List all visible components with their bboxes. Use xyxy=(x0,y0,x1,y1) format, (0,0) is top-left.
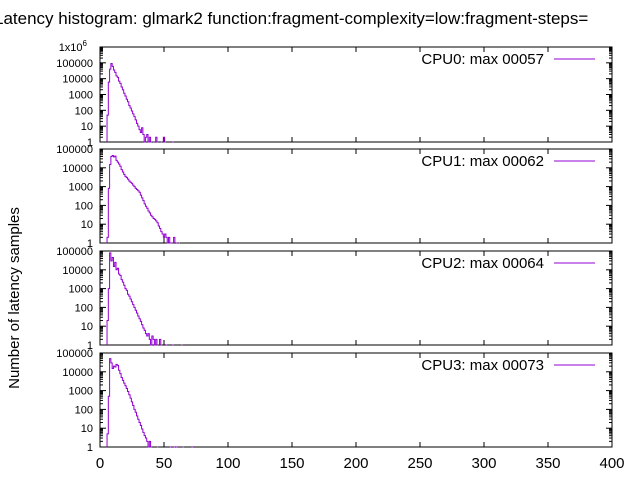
y-tick-label: 10 xyxy=(81,121,93,133)
x-axis-tick-labels: 0 50 100 150 200 250 300 350 400 xyxy=(96,455,625,472)
y-tick-label: 1 xyxy=(87,340,93,352)
x-tick-label: 350 xyxy=(535,455,560,472)
y-tick-label: 100000 xyxy=(56,348,93,360)
series-line-cpu3 xyxy=(106,358,193,448)
y-tick-label: 100000 xyxy=(56,246,93,258)
panel-cpu3: 1 10 100 1000 10000 100000 CPU3: max 00073 xyxy=(56,348,613,454)
y-tick-label: 10000 xyxy=(62,367,93,379)
x-tick-label: 200 xyxy=(343,455,368,472)
y-tick-label: 10 xyxy=(81,423,93,435)
y-tick-label: 100 xyxy=(75,200,93,212)
panel-cpu1: 1 10 100 1000 10000 100000 CPU1: max 00062 xyxy=(56,144,613,250)
series-line-cpu0 xyxy=(106,63,174,143)
y-tick-label: 1x106 xyxy=(59,39,88,54)
y-tick-label: 10000 xyxy=(62,265,93,277)
y-tick-label: 1 xyxy=(87,238,93,250)
legend-label-cpu3: CPU3: max 00073 xyxy=(421,357,544,374)
y-tick-label: 1 xyxy=(87,442,93,454)
y-tick-label: 100 xyxy=(75,404,93,416)
x-tick-label: 100 xyxy=(215,455,240,472)
x-tick-label: 300 xyxy=(471,455,496,472)
legend-label-cpu2: CPU2: max 00064 xyxy=(421,255,544,272)
x-tick-label: 250 xyxy=(407,455,432,472)
chart-title: Latency histogram: glmark2 function:frag… xyxy=(0,9,588,28)
y-tick-label: 100000 xyxy=(56,144,93,156)
y-tick-label: 1000 xyxy=(69,284,93,296)
series-line-cpu1 xyxy=(106,155,180,244)
y-axis-label: Number of latency samples xyxy=(6,207,23,389)
series-line-cpu2 xyxy=(106,252,183,346)
histogram-panels: 1 10 100 1000 10000 100000 1x106 CPU0: max 0005… xyxy=(56,39,613,454)
y-tick-label: 1000 xyxy=(69,182,93,194)
x-tick-label: 400 xyxy=(599,455,624,472)
panel-cpu0: 1 10 100 1000 10000 100000 1x106 CPU0: max 0005… xyxy=(56,39,613,149)
y-tick-label: 10000 xyxy=(62,163,93,175)
y-tick-label: 1000 xyxy=(69,386,93,398)
y-tick-label: 1 xyxy=(87,137,93,149)
y-tick-label: 100000 xyxy=(56,58,93,70)
legend-label-cpu0: CPU0: max 00057 xyxy=(421,51,544,68)
legend-label-cpu1: CPU1: max 00062 xyxy=(421,153,544,170)
y-tick-label: 10 xyxy=(81,219,93,231)
x-tick-label: 150 xyxy=(279,455,304,472)
y-tick-label: 100 xyxy=(75,105,93,117)
panel-cpu2: 1 10 100 1000 10000 100000 CPU2: max 00064 xyxy=(56,246,613,352)
y-tick-label: 10000 xyxy=(62,74,93,86)
x-tick-label: 0 xyxy=(96,455,104,472)
y-tick-label: 100 xyxy=(75,302,93,314)
x-tick-label: 50 xyxy=(156,455,173,472)
y-tick-label: 10 xyxy=(81,321,93,333)
y-tick-label: 1000 xyxy=(69,90,93,102)
